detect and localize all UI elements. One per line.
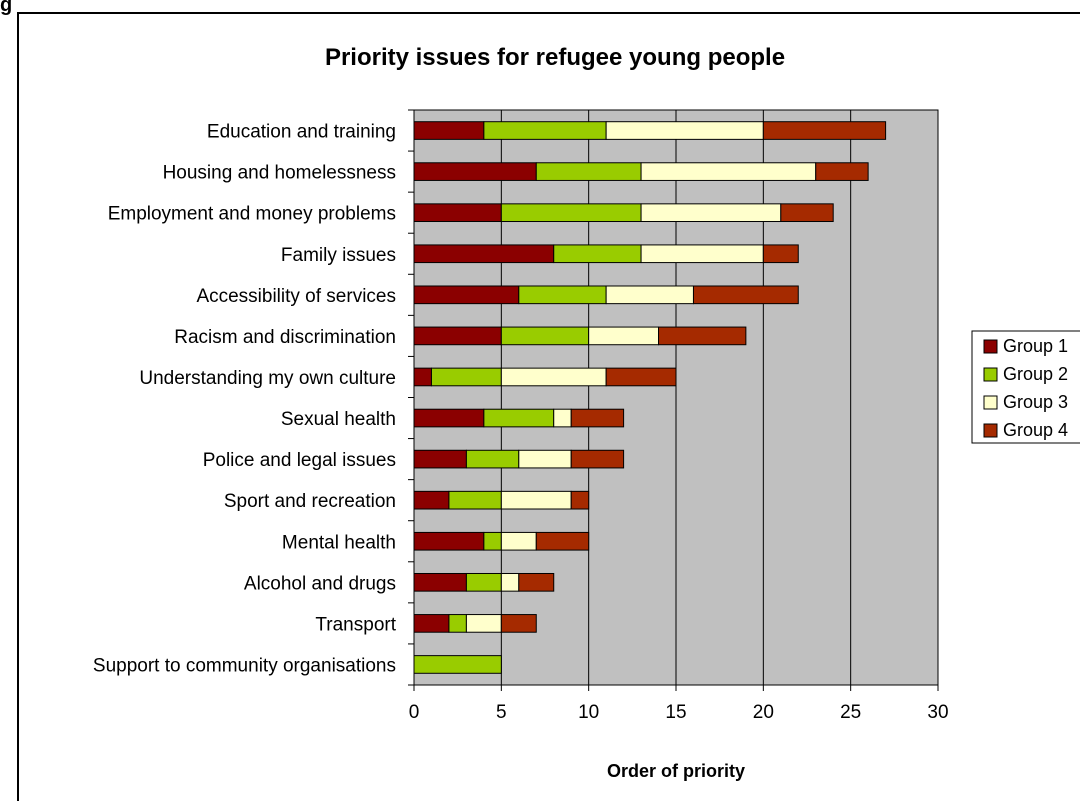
legend: Group 1 Group 2 Group 3 Group 4 [971,330,1080,444]
bar-segment-group-2 [413,655,502,674]
category-label: Racism and discrimination [174,327,396,348]
bar-segment-group-2 [430,367,502,387]
bar-segment-group-4 [762,121,887,140]
category-label: Employment and money problems [108,204,396,225]
legend-swatch-group-3 [983,395,998,410]
bar-segment-group-3 [640,162,817,181]
category-label: Transport [315,614,396,635]
bar-segment-group-4 [570,408,625,428]
x-tick-label: 30 [927,702,948,723]
bar-segment-group-1 [413,285,520,305]
y-axis: Education and training Housing and homele… [93,109,415,686]
legend-label-group-4: Group 4 [1003,420,1068,440]
bar-segment-group-4 [815,162,869,181]
legend-label-group-2: Group 2 [1003,364,1068,384]
legend-label-group-3: Group 3 [1003,392,1068,412]
chart-title: Priority issues for refugee young people [325,44,785,71]
bar-segment-group-2 [483,408,555,428]
bar-segment-group-3 [500,490,572,510]
bar-segment-group-3 [640,244,764,264]
bar-segment-group-2 [553,244,642,264]
bar-segment-group-2 [483,121,607,140]
bar-segment-group-3 [640,203,782,223]
category-label: Housing and homelessness [163,163,396,184]
bar-segment-group-1 [413,449,467,469]
bar-segment-group-4 [762,244,799,264]
bar-segment-group-4 [518,572,555,592]
x-tick-label: 0 [409,702,420,723]
bar-segment-group-4 [658,326,747,346]
bar-segment-group-4 [605,367,677,387]
bar-segment-group-3 [588,326,660,346]
bar-segment-group-1 [413,162,537,181]
bar-segment-group-2 [448,614,467,633]
bar-segment-group-1 [413,572,467,592]
bar-segment-group-4 [500,614,537,633]
bar-segment-group-2 [518,285,607,305]
bars [413,121,887,674]
bar-segment-group-1 [413,531,485,551]
legend-swatch-group-1 [983,339,998,354]
bar-segment-group-3 [465,614,502,633]
bar-segment-group-4 [570,449,625,469]
chart-frame [17,12,1080,801]
bar-segment-group-1 [413,490,450,510]
category-label: Sexual health [281,409,396,430]
category-label: Accessibility of services [196,286,396,307]
x-tick-label: 10 [578,702,599,723]
bar-segment-group-3 [500,531,537,551]
bar-segment-group-2 [500,326,590,346]
bar-segment-group-3 [500,572,520,592]
bar-segment-group-2 [500,203,642,223]
category-label: Support to community organisations [93,655,396,676]
x-tick-label: 20 [753,702,774,723]
legend-swatch-group-2 [983,367,998,382]
category-label: Sport and recreation [224,491,396,512]
bar-segment-group-4 [692,285,799,305]
category-label: Understanding my own culture [139,368,396,389]
bar-segment-group-3 [605,285,694,305]
bar-segment-group-1 [413,614,450,633]
x-tick-label: 5 [496,702,507,723]
bar-segment-group-1 [413,326,502,346]
bar-segment-group-4 [535,531,590,551]
bar-segment-group-2 [483,531,502,551]
category-label: Family issues [281,245,396,266]
legend-swatch-group-4 [983,423,998,438]
x-axis: 0 5 10 15 20 25 30 [409,685,949,723]
bar-segment-group-1 [413,244,555,264]
bar-segment-group-3 [553,408,572,428]
category-label: Education and training [207,122,396,143]
bar-segment-group-2 [448,490,502,510]
x-tick-label: 15 [665,702,686,723]
legend-label-group-1: Group 1 [1003,336,1068,356]
x-tick-label: 25 [840,702,861,723]
category-label: Police and legal issues [203,450,396,471]
bar-segment-group-1 [413,408,485,428]
bar-segment-group-4 [780,203,834,223]
category-label: Alcohol and drugs [244,573,396,594]
bar-segment-group-3 [500,367,607,387]
x-axis-label: Order of priority [607,761,745,781]
bar-segment-group-3 [518,449,572,469]
bar-segment-group-3 [605,121,764,140]
bar-segment-group-2 [465,449,520,469]
figure-label: g [0,0,13,16]
bar-segment-group-1 [413,203,502,223]
bar-segment-group-1 [413,367,432,387]
bar-segment-group-1 [413,121,485,140]
bar-segment-group-2 [535,162,642,181]
category-label: Mental health [282,532,396,553]
bar-segment-group-4 [570,490,590,510]
bar-segment-group-2 [465,572,502,592]
